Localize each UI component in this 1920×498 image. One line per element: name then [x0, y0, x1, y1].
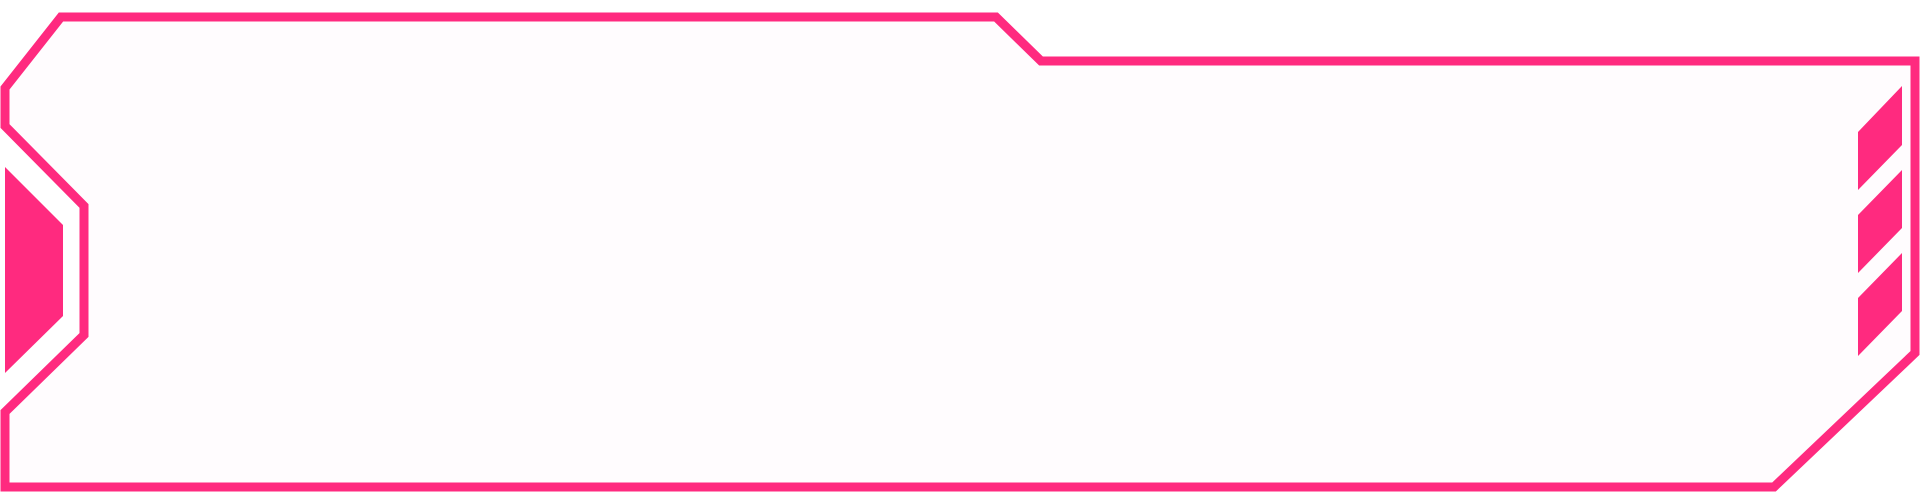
panel-background: [5, 17, 1915, 487]
right-marker-top: [1858, 86, 1902, 190]
right-marker-middle: [1858, 170, 1902, 273]
right-marker-bottom: [1858, 253, 1902, 356]
left-parallelogram-marker: [5, 167, 63, 373]
panel-outline: [0, 12, 1920, 492]
